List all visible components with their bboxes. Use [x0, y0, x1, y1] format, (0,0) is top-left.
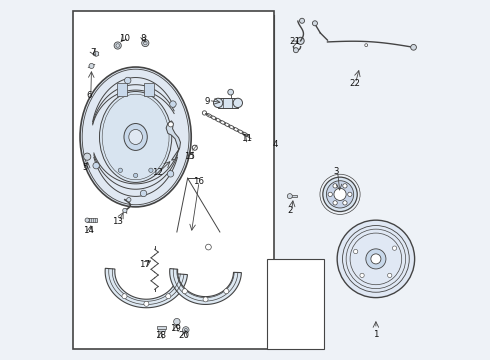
Circle shape — [203, 297, 208, 302]
Bar — [157, 325, 166, 329]
Circle shape — [392, 246, 397, 250]
Text: 8: 8 — [140, 34, 146, 43]
Bar — [144, 83, 154, 96]
Text: 21: 21 — [290, 37, 301, 46]
Circle shape — [313, 21, 318, 26]
Circle shape — [114, 42, 122, 49]
Polygon shape — [105, 268, 188, 308]
Circle shape — [287, 194, 293, 199]
Circle shape — [360, 273, 364, 278]
Text: 4: 4 — [273, 140, 278, 149]
Circle shape — [328, 192, 332, 197]
Circle shape — [94, 51, 98, 56]
Circle shape — [126, 198, 131, 202]
Circle shape — [353, 249, 358, 254]
Circle shape — [183, 327, 189, 333]
Ellipse shape — [124, 123, 147, 150]
Circle shape — [294, 48, 298, 53]
Text: 13: 13 — [112, 217, 123, 226]
Ellipse shape — [99, 91, 172, 183]
Text: 7: 7 — [90, 48, 96, 57]
Circle shape — [140, 190, 147, 197]
Circle shape — [343, 184, 347, 188]
Circle shape — [168, 122, 173, 127]
Ellipse shape — [80, 67, 191, 207]
Circle shape — [224, 289, 229, 294]
Circle shape — [343, 201, 347, 205]
Text: 15: 15 — [184, 152, 195, 161]
Text: 20: 20 — [178, 332, 190, 341]
Circle shape — [337, 220, 415, 298]
Circle shape — [170, 101, 176, 107]
Circle shape — [93, 162, 99, 169]
Bar — [290, 195, 297, 197]
Circle shape — [297, 37, 304, 44]
Text: 3: 3 — [334, 167, 339, 176]
Text: 18: 18 — [155, 332, 166, 341]
Bar — [158, 329, 165, 331]
Bar — [87, 218, 97, 222]
Circle shape — [149, 168, 153, 172]
Circle shape — [122, 208, 127, 213]
Text: 2: 2 — [287, 206, 293, 215]
Circle shape — [228, 89, 234, 95]
Circle shape — [133, 173, 138, 177]
Text: 11: 11 — [241, 134, 252, 143]
Circle shape — [85, 218, 89, 222]
Text: 22: 22 — [349, 79, 360, 88]
Circle shape — [371, 254, 381, 264]
Circle shape — [89, 63, 94, 68]
Text: 16: 16 — [193, 177, 204, 186]
Circle shape — [84, 153, 91, 160]
Circle shape — [411, 44, 416, 50]
Ellipse shape — [129, 130, 143, 144]
Circle shape — [334, 188, 346, 201]
Circle shape — [333, 201, 337, 205]
Circle shape — [365, 44, 368, 46]
Circle shape — [326, 181, 354, 208]
Text: 5: 5 — [83, 163, 88, 172]
Circle shape — [323, 177, 357, 212]
Circle shape — [166, 294, 171, 299]
Circle shape — [233, 98, 243, 108]
Text: 17: 17 — [139, 260, 150, 269]
Polygon shape — [166, 121, 180, 160]
Circle shape — [173, 319, 180, 325]
Bar — [218, 98, 238, 108]
Text: 1: 1 — [373, 330, 379, 339]
Text: 19: 19 — [170, 324, 180, 333]
Circle shape — [167, 171, 174, 177]
Circle shape — [348, 192, 352, 197]
Circle shape — [118, 168, 122, 172]
Bar — [117, 83, 127, 96]
Circle shape — [144, 301, 149, 306]
Circle shape — [214, 98, 223, 108]
Circle shape — [142, 40, 149, 46]
Bar — [73, 12, 274, 348]
Circle shape — [333, 184, 337, 188]
Text: 9: 9 — [205, 96, 210, 105]
Text: 12: 12 — [151, 168, 163, 177]
Text: 6: 6 — [86, 91, 92, 100]
Circle shape — [205, 244, 211, 250]
Bar — [267, 259, 324, 348]
Circle shape — [388, 273, 392, 278]
Polygon shape — [170, 269, 242, 305]
Circle shape — [299, 18, 304, 23]
Circle shape — [124, 77, 131, 84]
Text: 10: 10 — [120, 34, 130, 43]
Circle shape — [122, 294, 127, 299]
Circle shape — [182, 289, 187, 294]
Circle shape — [366, 249, 386, 269]
Text: 14: 14 — [83, 226, 95, 235]
